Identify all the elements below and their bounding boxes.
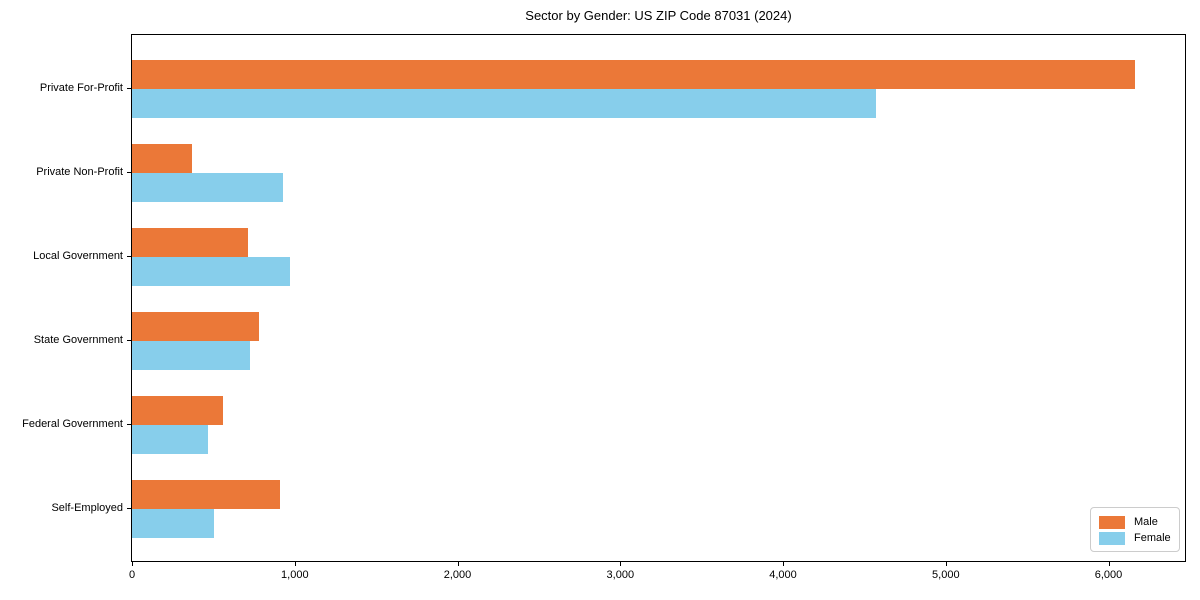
legend-item-male: Male bbox=[1099, 514, 1175, 530]
x-tick-label-1: 1,000 bbox=[281, 569, 309, 581]
bar-male-0 bbox=[132, 60, 1135, 89]
legend-swatch-female bbox=[1099, 531, 1125, 545]
y-label-2: Local Government bbox=[33, 250, 123, 262]
bar-female-4 bbox=[132, 425, 208, 454]
y-label-0: Private For-Profit bbox=[39, 82, 123, 94]
bar-female-1 bbox=[132, 173, 284, 202]
x-tick-label-2: 2,000 bbox=[443, 569, 472, 581]
bar-female-0 bbox=[132, 89, 876, 118]
x-tick-1 bbox=[294, 562, 296, 566]
y-tick-5 bbox=[127, 508, 131, 509]
x-tick-label-5: 5,000 bbox=[932, 569, 960, 581]
y-tick-0 bbox=[127, 88, 131, 89]
plot-area: Male Female bbox=[131, 34, 1186, 562]
x-tick-4 bbox=[783, 562, 784, 566]
legend: Male Female bbox=[1090, 507, 1180, 552]
y-tick-3 bbox=[127, 340, 131, 341]
y-label-1: Private Non-Profit bbox=[36, 166, 123, 178]
legend-item-female: Female bbox=[1099, 530, 1175, 546]
y-label-4: Federal Government bbox=[22, 418, 123, 430]
x-tick-label-6: 6,000 bbox=[1094, 569, 1123, 581]
x-tick-6 bbox=[1108, 562, 1110, 566]
y-label-5: Self-Employed bbox=[51, 502, 123, 514]
bar-female-2 bbox=[132, 257, 290, 286]
x-tick-2 bbox=[457, 562, 459, 566]
x-tick-5 bbox=[945, 562, 947, 566]
y-label-3: State Government bbox=[33, 334, 123, 346]
x-tick-label-0: 0 bbox=[128, 569, 136, 581]
bar-male-5 bbox=[132, 480, 281, 509]
bar-male-2 bbox=[132, 228, 248, 257]
legend-label-female: Female bbox=[1134, 532, 1171, 544]
x-tick-label-4: 4,000 bbox=[769, 569, 797, 581]
y-tick-4 bbox=[127, 424, 131, 425]
bar-male-1 bbox=[132, 144, 193, 173]
bar-female-3 bbox=[132, 341, 250, 370]
x-tick-0 bbox=[132, 562, 133, 566]
chart-title: Sector by Gender: US ZIP Code 87031 (202… bbox=[525, 8, 792, 23]
bar-male-4 bbox=[132, 396, 224, 425]
x-tick-label-3: 3,000 bbox=[606, 569, 635, 581]
legend-swatch-male bbox=[1099, 515, 1125, 529]
bar-male-3 bbox=[132, 312, 259, 341]
y-tick-1 bbox=[127, 172, 131, 173]
y-tick-2 bbox=[127, 256, 131, 257]
x-tick-3 bbox=[620, 562, 622, 566]
legend-label-male: Male bbox=[1134, 516, 1158, 528]
bar-female-5 bbox=[132, 509, 215, 538]
